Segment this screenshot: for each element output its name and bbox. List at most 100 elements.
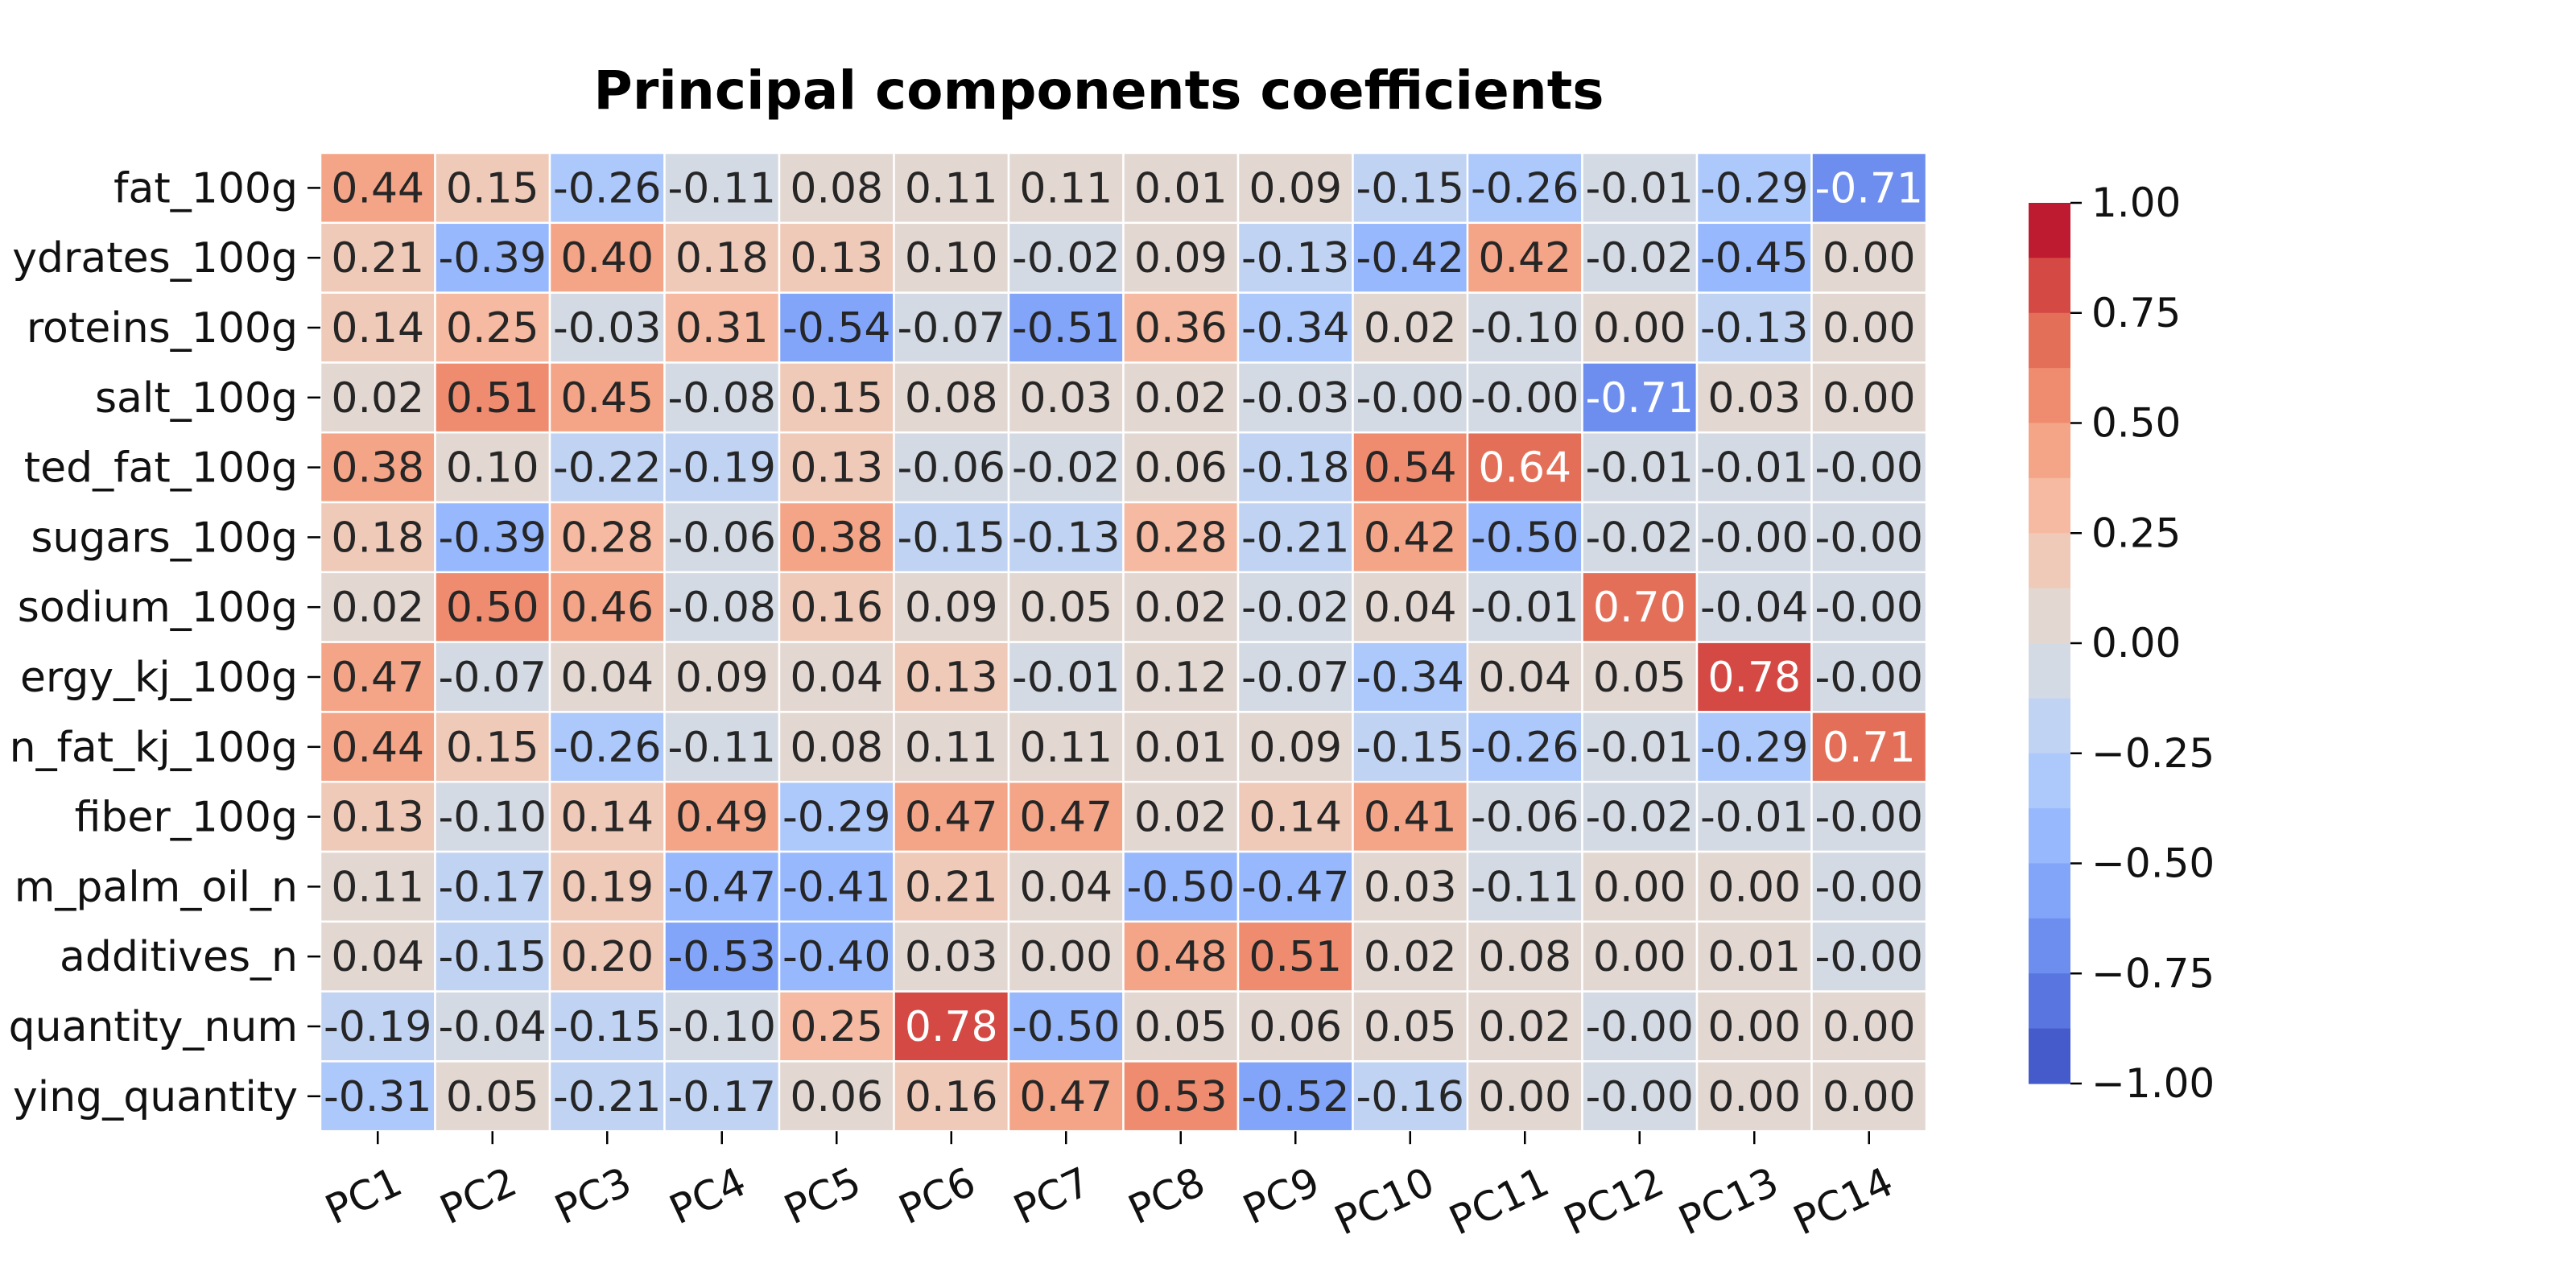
cell-value-label: -0.16 bbox=[1356, 1073, 1464, 1121]
heatmap-cell bbox=[319, 780, 436, 853]
heatmap-cell bbox=[663, 571, 781, 643]
heatmap-cell bbox=[778, 501, 895, 574]
cell-value-label: 0.01 bbox=[1134, 164, 1228, 213]
row-label: n_fat_kj_100g bbox=[10, 724, 298, 772]
cell-value-label: 0.02 bbox=[1134, 374, 1228, 423]
heatmap-cell bbox=[663, 501, 781, 574]
cell-value-label: 0.02 bbox=[1364, 933, 1457, 981]
cell-value-label: -0.34 bbox=[1241, 304, 1350, 353]
cell-value-label: 0.15 bbox=[446, 164, 539, 213]
heatmap-cell bbox=[319, 361, 436, 434]
heatmap-cell bbox=[1695, 361, 1813, 434]
heatmap-cell bbox=[893, 221, 1010, 294]
cell-value-label: -0.21 bbox=[1241, 514, 1350, 562]
cell-value-label: -0.02 bbox=[1585, 794, 1694, 842]
row-label: ted_fat_100g bbox=[24, 444, 298, 493]
row-label: ergy_kj_100g bbox=[20, 654, 298, 702]
cell-value-label: 0.14 bbox=[1249, 794, 1342, 842]
cell-value-label: 0.00 bbox=[1707, 1003, 1801, 1051]
cell-value-label: -0.17 bbox=[667, 1073, 776, 1121]
cell-value-label: 0.02 bbox=[1478, 1003, 1571, 1051]
heatmap-cell bbox=[1810, 571, 1928, 643]
cell-value-label: -0.50 bbox=[1012, 1003, 1121, 1051]
cell-value-label: -0.31 bbox=[324, 1073, 432, 1121]
cell-value-label: 0.04 bbox=[331, 933, 424, 981]
cell-value-label: -0.01 bbox=[1700, 794, 1809, 842]
cell-value-label: 0.13 bbox=[905, 654, 998, 702]
colorbar-tick-label: 0.75 bbox=[2091, 290, 2181, 336]
colorbar-segment bbox=[2029, 1028, 2070, 1084]
cell-value-label: 0.54 bbox=[1364, 444, 1457, 493]
cell-value-label: 0.00 bbox=[1823, 304, 1916, 353]
cell-value-label: 0.11 bbox=[331, 863, 424, 911]
heatmap-cell bbox=[1695, 990, 1813, 1063]
heatmap-cell bbox=[319, 641, 436, 713]
cell-value-label: -0.15 bbox=[1356, 724, 1464, 772]
cell-value-label: -0.02 bbox=[1012, 234, 1121, 283]
row-label: fat_100g bbox=[114, 164, 298, 213]
cell-value-label: -0.11 bbox=[667, 724, 776, 772]
heatmap-cell bbox=[1466, 361, 1583, 434]
heatmap-cell bbox=[1581, 291, 1699, 364]
cell-value-label: -0.06 bbox=[1471, 794, 1579, 842]
cell-value-label: 0.53 bbox=[1134, 1073, 1228, 1121]
heatmap-cell bbox=[1236, 221, 1354, 294]
cell-value-label: -0.06 bbox=[667, 514, 776, 562]
colorbar-tick-label: 0.50 bbox=[2091, 400, 2181, 447]
heatmap-cell bbox=[1236, 780, 1354, 853]
heatmap-cell bbox=[1352, 850, 1469, 923]
cell-value-label: 0.13 bbox=[790, 234, 883, 283]
cell-value-label: 0.50 bbox=[446, 584, 539, 632]
cell-value-label: 0.13 bbox=[790, 444, 883, 493]
heatmap-cell bbox=[1466, 990, 1583, 1063]
cell-value-label: 0.71 bbox=[1823, 724, 1916, 772]
heatmap-cell bbox=[1466, 711, 1583, 783]
cell-value-label: -0.00 bbox=[1585, 1073, 1694, 1121]
cell-value-label: 0.47 bbox=[1019, 1073, 1113, 1121]
cell-value-label: -0.40 bbox=[782, 933, 891, 981]
heatmap-cell bbox=[319, 711, 436, 783]
colorbar-tick-label: 0.25 bbox=[2091, 510, 2181, 556]
heatmap-cell bbox=[434, 151, 551, 225]
cell-value-label: 0.02 bbox=[1134, 794, 1228, 842]
cell-value-label: 0.28 bbox=[560, 514, 654, 562]
cell-value-label: -0.51 bbox=[1012, 304, 1121, 353]
row-label: sugars_100g bbox=[31, 514, 298, 562]
cell-value-label: 0.11 bbox=[905, 724, 998, 772]
heatmap-cell bbox=[548, 850, 666, 923]
cell-value-label: 0.51 bbox=[446, 374, 539, 423]
cell-value-label: -0.01 bbox=[1700, 444, 1809, 493]
heatmap-cell bbox=[548, 920, 666, 993]
heatmap-cell bbox=[1236, 711, 1354, 783]
heatmap-cell bbox=[1581, 780, 1699, 853]
cell-value-label: -0.47 bbox=[667, 863, 776, 911]
cell-value-label: -0.21 bbox=[553, 1073, 662, 1121]
heatmap-cell bbox=[893, 920, 1010, 993]
cell-value-label: 0.42 bbox=[1364, 514, 1457, 562]
cell-value-label: -0.15 bbox=[1356, 164, 1464, 213]
cell-value-label: 0.00 bbox=[1593, 863, 1686, 911]
cell-value-label: 0.00 bbox=[1823, 234, 1916, 283]
heatmap-cell bbox=[663, 711, 781, 783]
cell-value-label: 0.49 bbox=[675, 794, 769, 842]
cell-value-label: 0.05 bbox=[446, 1073, 539, 1121]
cell-value-label: 0.51 bbox=[1249, 933, 1342, 981]
heatmap-cell bbox=[1007, 1060, 1125, 1133]
row-labels: fat_100g ydrates_100g roteins_100g salt_100… bbox=[9, 164, 320, 1121]
cell-value-label: 0.00 bbox=[1019, 933, 1113, 981]
cell-value-label: -0.26 bbox=[553, 164, 662, 213]
cell-value-label: 0.04 bbox=[1478, 654, 1571, 702]
cell-value-label: 0.00 bbox=[1823, 1003, 1916, 1051]
colorbar-segment bbox=[2029, 423, 2070, 479]
heatmap-cell bbox=[548, 361, 666, 434]
row-label: m_palm_oil_n bbox=[14, 863, 298, 911]
cell-value-label: 0.15 bbox=[790, 374, 883, 423]
cell-value-label: -0.18 bbox=[1241, 444, 1350, 493]
cell-value-label: 0.25 bbox=[446, 304, 539, 353]
cell-value-label: -0.00 bbox=[1814, 514, 1923, 562]
cell-value-label: 0.06 bbox=[1249, 1003, 1342, 1051]
heatmap-cell bbox=[1122, 291, 1240, 364]
cell-value-label: -0.34 bbox=[1356, 654, 1464, 702]
cell-value-label: 0.08 bbox=[790, 164, 883, 213]
colorbar-tick-label: 1.00 bbox=[2091, 180, 2181, 226]
